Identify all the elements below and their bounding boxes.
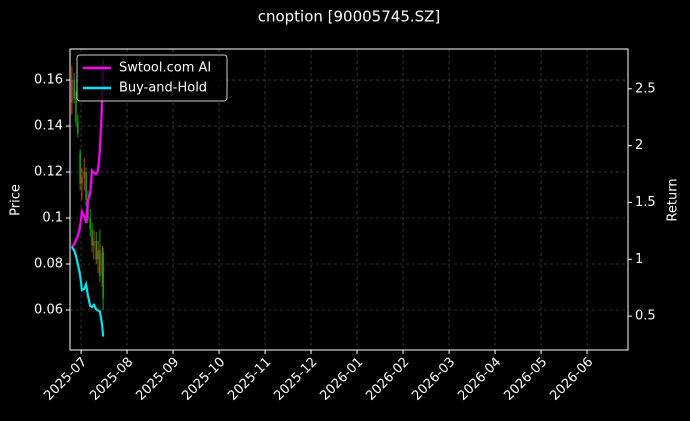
chart-title: cnoption [90005745.SZ] [258, 8, 441, 26]
candle-body [73, 80, 75, 99]
y2-tick-label: 0.5 [635, 309, 656, 324]
candle-body [75, 98, 77, 122]
y-axis-label: Price [9, 184, 24, 216]
candle-body [89, 218, 92, 230]
candle-body [85, 172, 87, 200]
series-line [71, 60, 105, 248]
y2-tick-label: 1 [635, 252, 643, 267]
candle-body [97, 250, 99, 260]
legend-box [76, 54, 228, 102]
candle-body [83, 172, 86, 177]
legend-label: Swtool.com AI [119, 61, 211, 76]
candle-body [99, 250, 101, 276]
candle-body [93, 241, 95, 246]
candle-body [79, 153, 81, 184]
y-tick-label: 0.14 [34, 119, 63, 134]
y2-axis-label: Return [666, 178, 681, 221]
y-tick-label: 0.1 [42, 211, 63, 226]
legend-label: Buy-and-Hold [119, 81, 207, 96]
y-tick-label: 0.12 [34, 165, 63, 180]
candle-body [77, 121, 79, 133]
series-line [70, 246, 105, 337]
candle-body [95, 241, 98, 260]
candle-body [71, 80, 73, 104]
candle-body [91, 229, 93, 246]
plot-frame [69, 48, 629, 351]
y2-tick-label: 2 [635, 138, 643, 153]
y2-tick-label: 1.5 [635, 195, 656, 210]
y-tick-label: 0.16 [34, 73, 63, 88]
y-tick-label: 0.06 [34, 302, 63, 317]
y2-tick-label: 2.5 [635, 81, 656, 96]
candle-body [81, 176, 83, 184]
candle-body [101, 252, 104, 276]
y-tick-label: 0.08 [34, 257, 63, 272]
candle-body [102, 252, 104, 299]
